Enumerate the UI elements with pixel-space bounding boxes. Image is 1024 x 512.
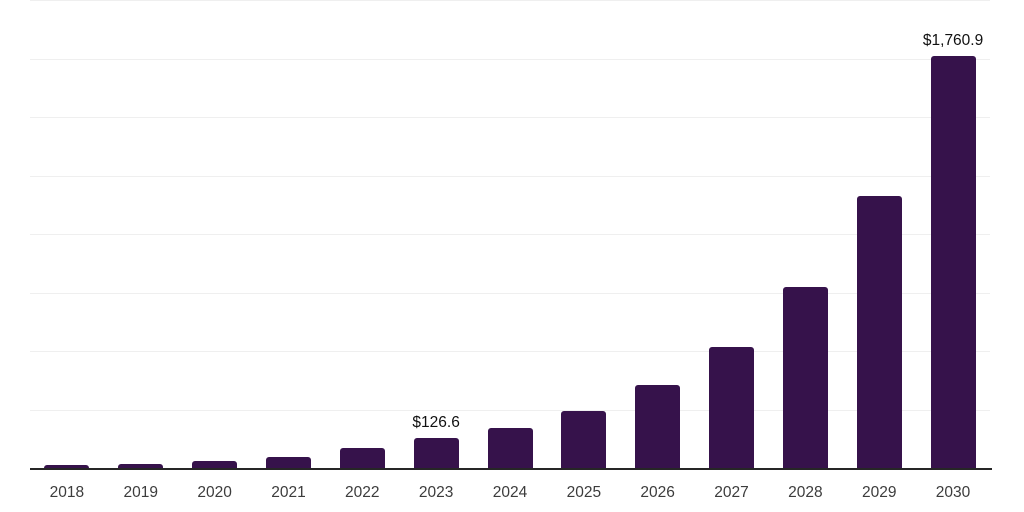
x-tick-label-2024: 2024: [492, 484, 528, 501]
x-tick-label-2020: 2020: [197, 484, 232, 501]
x-tick-label-2027: 2027: [714, 484, 749, 501]
bar-2023: [413, 438, 459, 468]
plot-area: $126.6 $1,760.9: [30, 0, 990, 468]
x-tick-label-2019: 2019: [123, 484, 158, 501]
gridline-250: [30, 409, 990, 411]
x-tick-label-2026: 2026: [640, 484, 675, 501]
bar-2018: [44, 465, 90, 468]
x-tick-label-2029: 2029: [861, 484, 897, 501]
bar-2027: [709, 346, 755, 468]
gridline-500: [30, 351, 990, 352]
bar-2021: [265, 457, 311, 468]
bar-2019: [118, 463, 164, 468]
x-axis-tick-labels: 2018 2019 2020 2021 2022 2023 2024 2025 2026 2027…: [30, 480, 990, 506]
bar-2022: [339, 448, 385, 468]
gridline-1500: [30, 117, 990, 118]
x-tick-label-2021: 2021: [271, 484, 306, 501]
bar-2025: [561, 411, 607, 468]
bar-2020: [192, 461, 238, 468]
gridline-1750: [30, 58, 990, 60]
x-tick-label-2022: 2022: [345, 484, 380, 501]
bar-2029: [856, 195, 902, 468]
gridline-2000: [30, 0, 990, 1]
x-tick-label-2030: 2030: [935, 484, 971, 501]
x-tick-label-2018: 2018: [49, 484, 85, 501]
x-axis-line: [30, 468, 992, 470]
x-tick-label-2028: 2028: [788, 484, 823, 501]
bar-value-label-2023: $126.6: [412, 414, 460, 432]
x-tick-label-2023: 2023: [418, 484, 454, 501]
bar-2024: [487, 428, 533, 468]
gridline-1000: [30, 234, 990, 235]
bar-2026: [635, 385, 681, 468]
bar-2028: [782, 286, 828, 468]
gridline-1250: [30, 175, 990, 177]
gridline-750: [30, 292, 990, 294]
bar-2030: [930, 55, 976, 468]
x-tick-label-2025: 2025: [566, 484, 602, 501]
bar-value-label-2030: $1,760.9: [922, 31, 984, 49]
